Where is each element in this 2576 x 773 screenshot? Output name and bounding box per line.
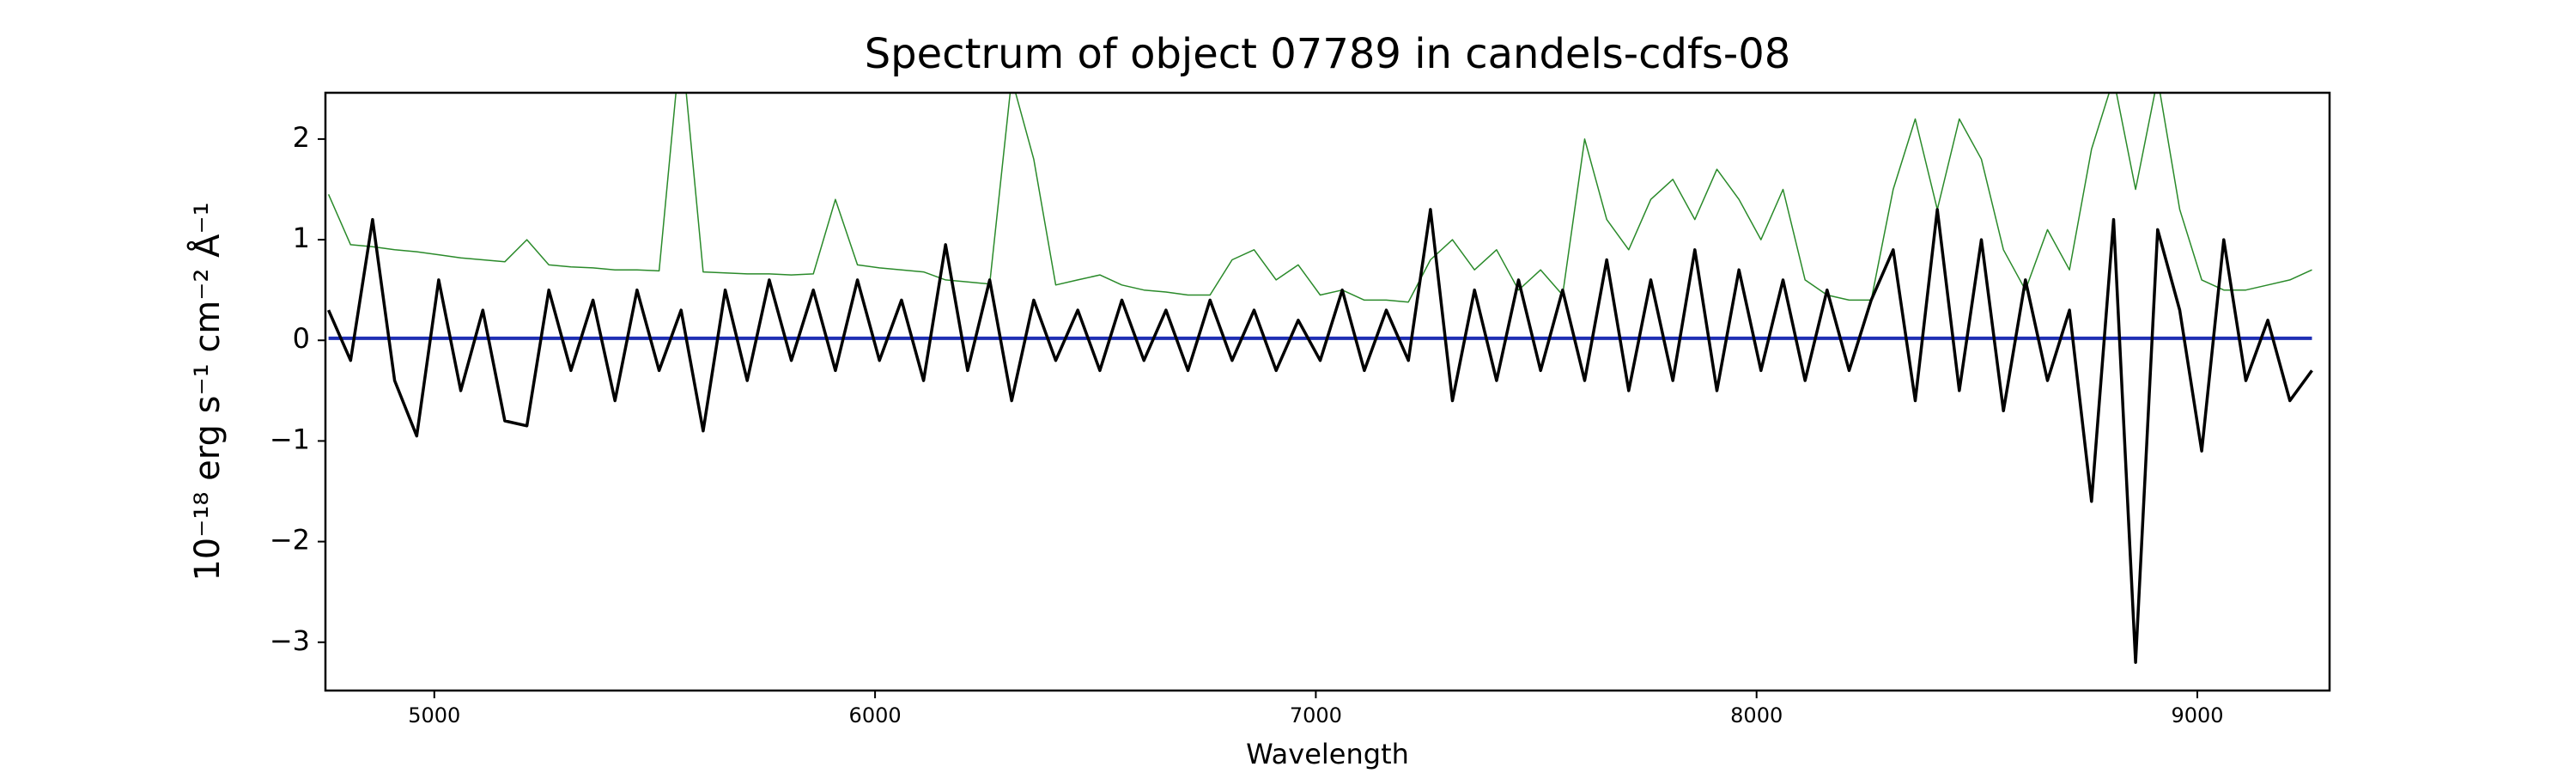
y-axis-label: 10⁻¹⁸ erg s⁻¹ cm⁻² Å⁻¹	[186, 202, 228, 581]
x-axis-label: Wavelength	[1246, 738, 1409, 770]
y-tick-label: −2	[270, 524, 310, 557]
plot-frame	[324, 91, 2331, 692]
spectrum-line	[327, 93, 2312, 303]
y-tick-label: −1	[270, 423, 310, 455]
spectrum-line	[326, 208, 2313, 664]
x-tick-label: 5000	[408, 703, 460, 727]
x-tick-label: 7000	[1290, 703, 1342, 727]
x-tick-label: 8000	[1730, 703, 1783, 727]
plot-area	[326, 93, 2313, 664]
chart-title: Spectrum of object 07789 in candels-cdfs…	[865, 30, 1791, 78]
x-tick-label: 6000	[849, 703, 902, 727]
x-tick-label: 9000	[2171, 703, 2223, 727]
y-tick-label: 1	[293, 222, 310, 254]
y-tick-label: −3	[270, 624, 310, 657]
y-tick-label: 0	[293, 322, 310, 355]
y-tick-label: 2	[293, 121, 310, 154]
